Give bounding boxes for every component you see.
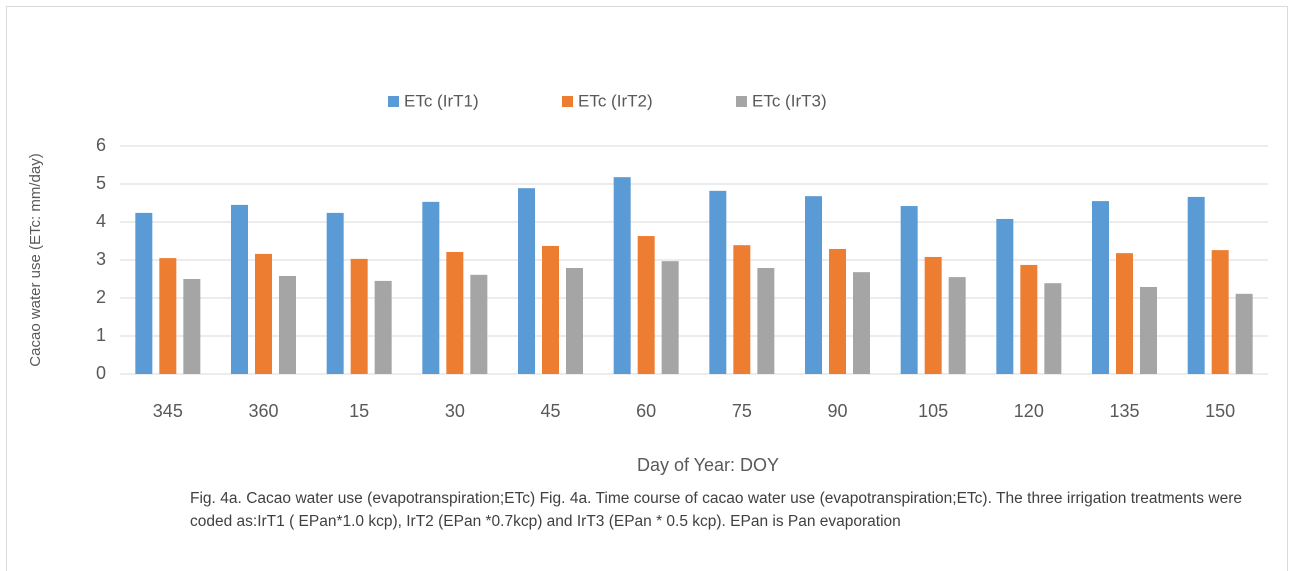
x-tick-label: 45: [540, 401, 560, 421]
bar: [948, 277, 966, 374]
bar: [231, 204, 248, 374]
legend-label: ETc (IrT1): [404, 91, 479, 110]
bar: [757, 267, 775, 374]
bar: [183, 279, 201, 374]
y-tick-label: 4: [96, 211, 106, 231]
legend-swatch: [562, 96, 573, 107]
x-tick-label: 105: [918, 401, 948, 421]
bar: [159, 258, 177, 374]
x-tick-label: 15: [349, 401, 369, 421]
bar: [518, 188, 535, 374]
x-tick-label: 120: [1014, 401, 1044, 421]
y-tick-label: 3: [96, 249, 106, 269]
legend-swatch: [736, 96, 747, 107]
x-tick-label: 135: [1109, 401, 1139, 421]
bar: [853, 272, 870, 374]
bar: [1044, 283, 1062, 374]
bar: [1116, 253, 1133, 374]
bar: [350, 258, 368, 374]
bar: [255, 253, 272, 374]
x-tick-label: 360: [248, 401, 278, 421]
bar: [135, 212, 153, 374]
bar: [996, 218, 1014, 374]
bar: [566, 267, 583, 374]
bar: [422, 201, 440, 374]
bar: [542, 245, 559, 374]
bar: [1140, 286, 1157, 374]
x-tick-label: 30: [445, 401, 465, 421]
bar: [1092, 201, 1109, 374]
bar: [446, 252, 464, 374]
bar: [900, 206, 918, 374]
bar: [733, 245, 751, 374]
bar: [1020, 264, 1038, 374]
bar: [805, 196, 822, 374]
caption: Fig. 4a. Cacao water use (evapotranspira…: [190, 490, 1242, 530]
bar: [637, 236, 655, 374]
bar: [470, 274, 488, 374]
x-tick-label: 60: [636, 401, 656, 421]
bar: [374, 280, 392, 374]
bar: [1211, 250, 1229, 374]
x-tick-label: 150: [1205, 401, 1235, 421]
bar: [924, 256, 942, 374]
x-tick-label: 75: [732, 401, 752, 421]
bar: [326, 212, 344, 374]
bar: [1187, 196, 1205, 374]
bar: [709, 190, 727, 374]
bar: [279, 275, 296, 374]
y-tick-label: 2: [96, 287, 106, 307]
y-tick-label: 1: [96, 325, 106, 345]
y-tick-label: 5: [96, 173, 106, 193]
chart-border: [6, 6, 1288, 571]
y-tick-label: 0: [96, 363, 106, 383]
x-axis-label: Day of Year: DOY: [637, 455, 779, 475]
x-tick-label: 345: [153, 401, 183, 421]
bar: [829, 248, 846, 374]
x-tick-label: 90: [827, 401, 847, 421]
bar: [613, 177, 631, 374]
legend-label: ETc (IrT2): [578, 91, 653, 110]
legend-swatch: [388, 96, 399, 107]
legend-label: ETc (IrT3): [752, 91, 827, 110]
bar: [661, 261, 679, 374]
bar: [1235, 293, 1253, 374]
y-axis-label: Cacao water use (ETc: mm/day): [27, 153, 44, 366]
y-tick-label: 6: [96, 135, 106, 155]
